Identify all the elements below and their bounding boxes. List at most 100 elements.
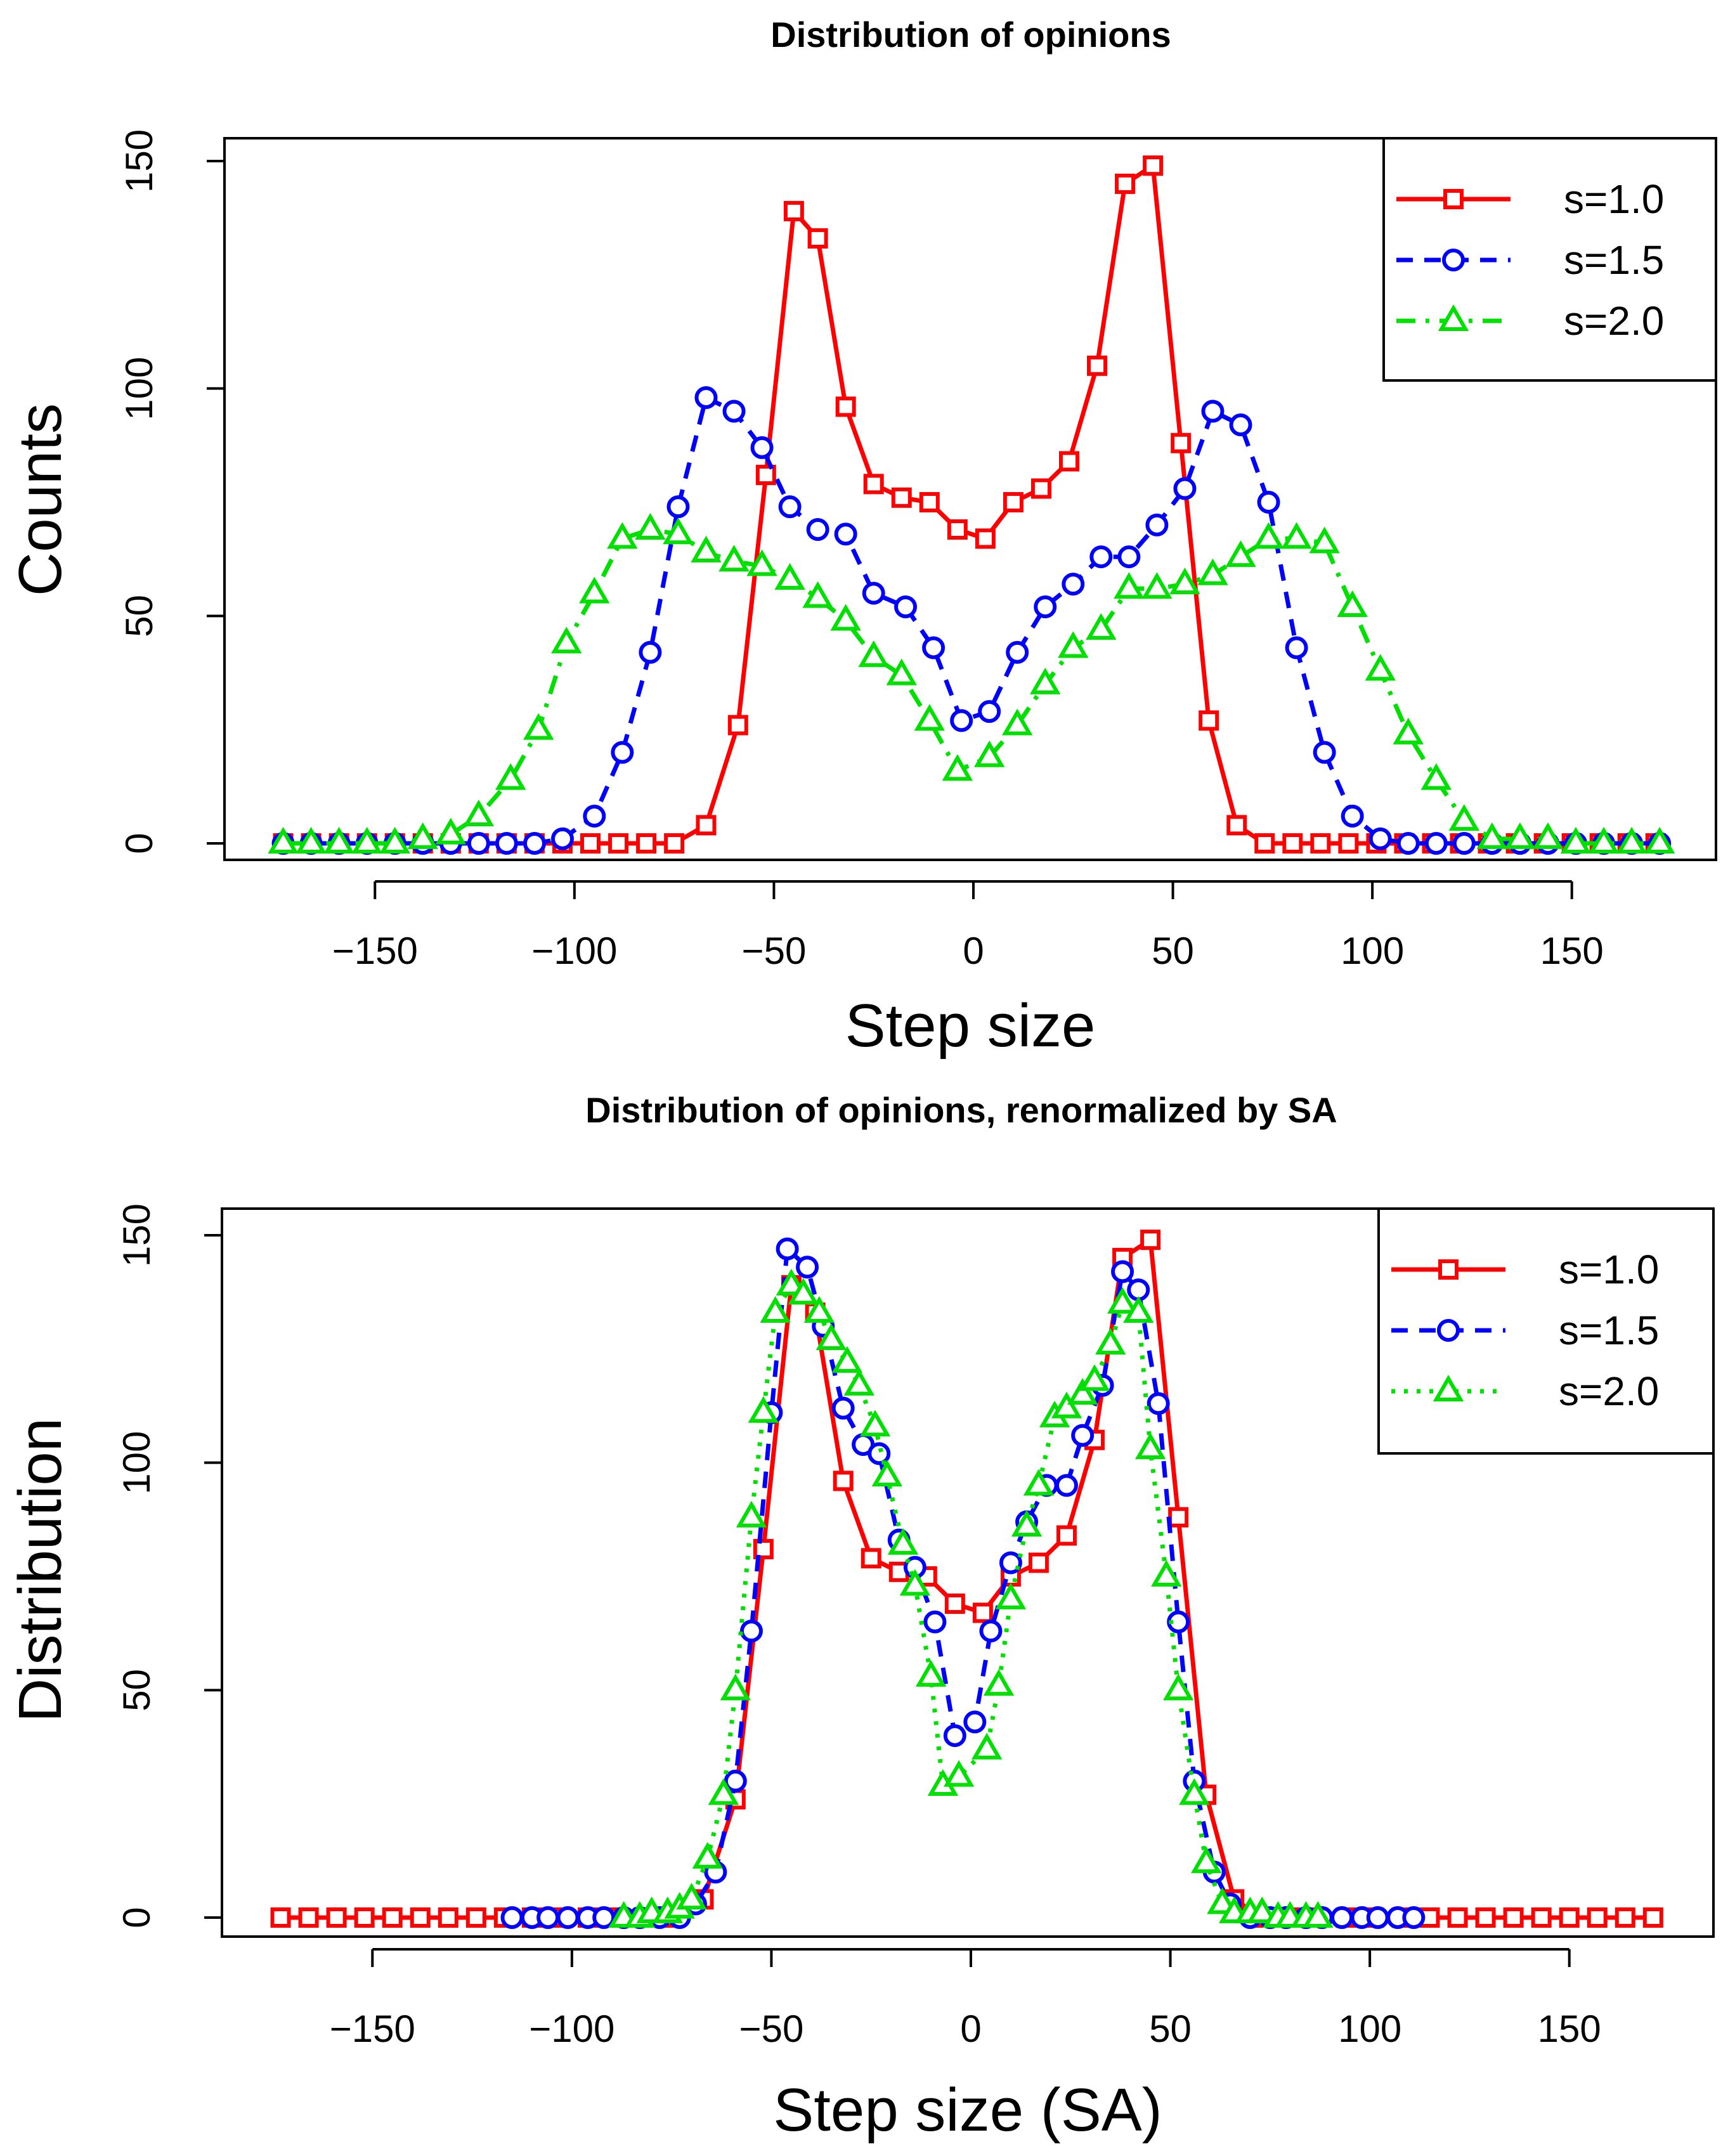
- data-point: [894, 595, 918, 618]
- data-point: [550, 827, 574, 850]
- series-line: [283, 527, 1660, 846]
- data-point: [580, 833, 601, 854]
- data-point: [1114, 572, 1145, 599]
- data-point: [748, 1396, 779, 1423]
- data-point: [915, 1659, 947, 1687]
- data-point: [1433, 1374, 1464, 1401]
- data-point: [1438, 304, 1469, 331]
- data-point: [1424, 832, 1448, 855]
- data-point: [983, 1669, 1015, 1696]
- data-point: [755, 464, 776, 485]
- legend-label: s=1.0: [1559, 1247, 1659, 1292]
- data-point: [1310, 833, 1331, 854]
- legend-label: s=2.0: [1559, 1368, 1659, 1414]
- data-point: [382, 1907, 403, 1928]
- data-point: [1303, 1900, 1334, 1928]
- data-point: [1616, 826, 1647, 854]
- data-point: [923, 1610, 947, 1633]
- data-point: [556, 1906, 580, 1929]
- data-point: [1030, 478, 1051, 499]
- data-point: [1030, 667, 1061, 694]
- data-point: [1254, 833, 1275, 854]
- x-tick-label: 0: [963, 930, 984, 972]
- data-point: [523, 832, 546, 855]
- data-point: [351, 826, 382, 854]
- series-line: [623, 1283, 1318, 1920]
- data-point: [551, 627, 582, 654]
- data-point: [1442, 249, 1465, 271]
- data-point: [806, 518, 829, 542]
- legend-label: s=1.0: [1564, 176, 1664, 222]
- data-point: [973, 740, 1005, 767]
- data-point: [1285, 636, 1308, 659]
- data-point: [1117, 545, 1141, 569]
- y-axis-label: Counts: [6, 403, 74, 596]
- data-point: [636, 833, 657, 854]
- data-point: [858, 640, 889, 667]
- data-point: [1089, 545, 1113, 569]
- data-point: [1313, 741, 1336, 764]
- data-point: [1366, 1906, 1389, 1929]
- data-point: [298, 1907, 319, 1928]
- x-axis: −150 −100 −50 0 50 100 150: [330, 1948, 1601, 2050]
- data-point: [1058, 451, 1079, 472]
- legend-label: s=1.5: [1564, 237, 1664, 283]
- data-point: [1162, 1673, 1194, 1701]
- data-point: [1123, 1296, 1154, 1323]
- data-point: [727, 715, 748, 736]
- data-point: [1447, 1907, 1468, 1928]
- data-point: [435, 817, 467, 845]
- data-point: [1396, 832, 1420, 855]
- data-point: [778, 495, 802, 519]
- series-line: [283, 395, 1660, 846]
- data-point: [783, 200, 804, 221]
- data-point: [1330, 1906, 1354, 1929]
- data-point: [816, 1323, 847, 1350]
- data-point: [971, 1732, 1003, 1760]
- legend: s=1.0 s=1.5 s=2.0: [1382, 137, 1717, 382]
- data-point: [978, 699, 1001, 723]
- data-point: [830, 604, 861, 631]
- data-point: [611, 741, 634, 764]
- data-point: [774, 562, 805, 590]
- data-point: [1503, 1907, 1524, 1928]
- data-point: [899, 1569, 931, 1596]
- data-point: [663, 517, 694, 545]
- y-tick-label: 100: [118, 357, 160, 420]
- data-point: [746, 549, 777, 576]
- data-point: [1437, 1319, 1460, 1342]
- data-point: [608, 833, 629, 854]
- data-point: [1452, 832, 1476, 855]
- data-point: [635, 513, 666, 540]
- data-point: [410, 1907, 431, 1928]
- x-tick-label: 50: [1152, 930, 1194, 972]
- data-point: [1002, 708, 1033, 736]
- data-point: [1028, 1552, 1049, 1573]
- data-point: [1140, 1230, 1161, 1250]
- data-point: [1062, 573, 1085, 596]
- x-tick-label: −150: [330, 2008, 415, 2050]
- data-point: [692, 1841, 723, 1869]
- data-point: [1476, 822, 1508, 849]
- data-point: [776, 1237, 799, 1261]
- data-point: [859, 1410, 891, 1437]
- data-point: [1587, 1907, 1608, 1928]
- data-point: [887, 1528, 919, 1555]
- data-point: [664, 833, 685, 854]
- chart-panel-bottom: Distribution of opinions, renormalized b…: [6, 1090, 1715, 2144]
- data-point: [1151, 1559, 1182, 1587]
- data-point: [465, 1907, 486, 1928]
- data-point: [1145, 513, 1169, 536]
- data-point: [323, 826, 354, 854]
- data-point: [834, 523, 857, 546]
- data-point: [607, 522, 638, 549]
- x-tick-label: −50: [742, 930, 807, 972]
- x-tick-label: 50: [1149, 2008, 1192, 2050]
- x-tick-label: −150: [332, 930, 418, 972]
- data-point: [868, 1442, 891, 1465]
- y-axis: 0 50 100 150: [115, 1204, 223, 1928]
- data-point: [1003, 492, 1023, 512]
- data-point: [536, 1906, 560, 1929]
- data-point: [803, 1296, 835, 1323]
